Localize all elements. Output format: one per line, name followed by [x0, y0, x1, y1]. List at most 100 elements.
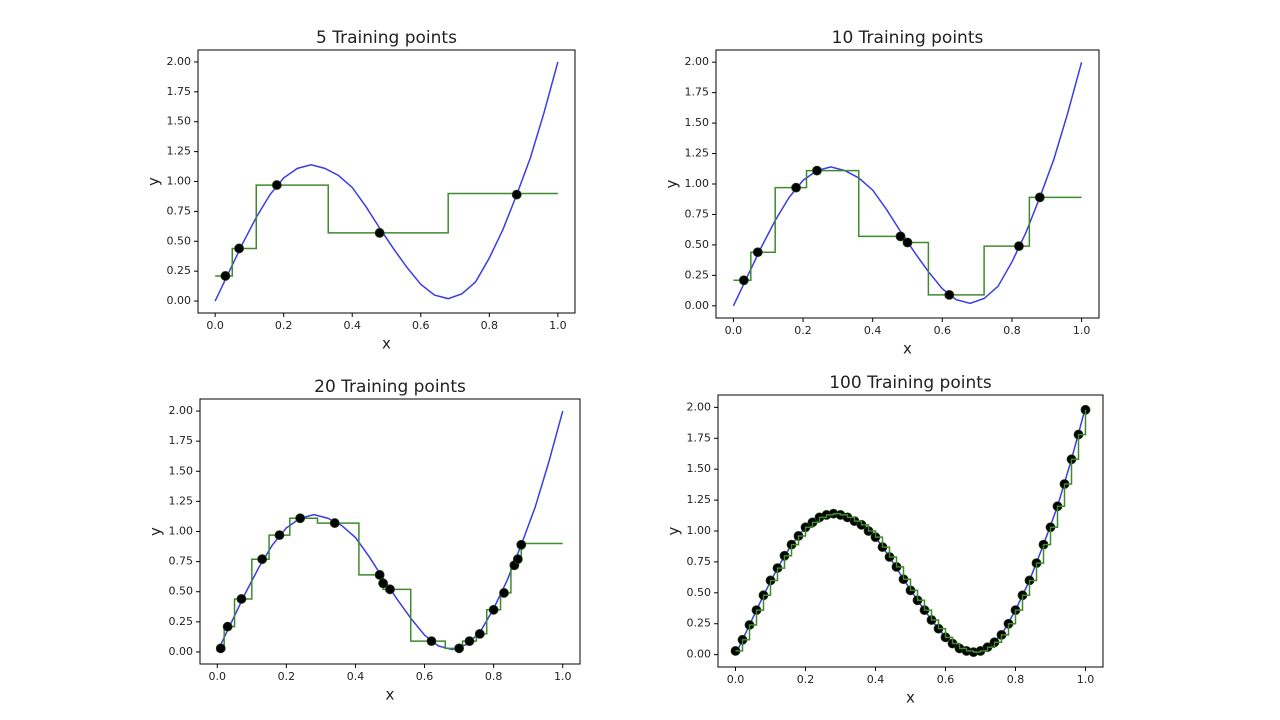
x-tick-label: 1.0: [549, 319, 567, 332]
y-tick-label: 1.25: [169, 494, 194, 507]
x-tick-label: 0.6: [937, 673, 955, 686]
training-point: [329, 518, 340, 528]
y-tick-label: 2.00: [687, 400, 712, 413]
y-tick-label: 1.00: [167, 175, 192, 188]
prediction-step-line: [217, 517, 563, 650]
y-tick-label: 0.75: [167, 204, 192, 217]
training-point: [222, 621, 233, 632]
x-axis-label: x: [382, 335, 391, 353]
training-point: [944, 289, 955, 300]
true-function-line: [216, 410, 564, 653]
y-tick-label: 1.00: [687, 524, 712, 537]
x-tick-label: 0.8: [481, 319, 499, 332]
x-tick-label: 0.8: [1007, 673, 1025, 686]
y-tick-label: 0.00: [685, 299, 710, 312]
x-tick-label: 0.0: [206, 319, 224, 332]
prediction-step-line: [733, 169, 1082, 296]
x-tick-label: 0.2: [797, 673, 815, 686]
prediction-step-line: [215, 184, 558, 277]
training-point: [499, 588, 509, 598]
training-point: [271, 180, 282, 190]
y-tick-label: 0.50: [167, 234, 192, 247]
y-tick-label: 0.75: [687, 555, 712, 568]
training-point: [738, 275, 749, 286]
y-axis-label: y: [663, 179, 681, 188]
x-tick-label: 1.0: [554, 670, 572, 683]
x-tick-label: 0.4: [343, 319, 361, 332]
training-point: [512, 554, 523, 565]
subplot-title: 100 Training points: [829, 373, 992, 393]
y-tick-label: 1.50: [685, 116, 710, 129]
y-axis-label: y: [145, 177, 163, 186]
training-point: [1014, 241, 1024, 252]
x-tick-label: 0.6: [416, 670, 434, 683]
training-point: [488, 604, 499, 615]
training-point: [234, 243, 245, 254]
y-tick-label: 0.50: [687, 586, 712, 599]
training-point: [374, 569, 385, 580]
x-tick-label: 1.0: [1073, 324, 1091, 337]
training-point: [516, 539, 527, 550]
y-tick-label: 1.75: [167, 85, 192, 98]
true-function-line: [732, 61, 1083, 307]
y-tick-label: 2.00: [685, 55, 710, 68]
x-tick-label: 0.2: [794, 324, 812, 337]
training-point: [295, 513, 306, 524]
x-tick-label: 0.0: [209, 670, 227, 683]
x-tick-label: 0.8: [485, 670, 503, 683]
x-axis-label: x: [386, 686, 395, 704]
training-point: [385, 584, 395, 595]
plot-frame: [715, 49, 1100, 319]
true-function-line: [214, 61, 559, 302]
x-tick-label: 0.4: [867, 673, 885, 686]
y-tick-label: 1.50: [687, 462, 712, 475]
y-tick-label: 0.50: [169, 585, 194, 598]
x-tick-label: 0.6: [934, 324, 952, 337]
true-function-line: [734, 407, 1087, 655]
training-point: [464, 636, 475, 647]
training-point: [902, 237, 913, 248]
x-tick-label: 0.4: [347, 670, 365, 683]
subplot-title: 20 Training points: [314, 377, 466, 397]
training-point: [895, 231, 906, 242]
y-tick-label: 1.25: [167, 145, 192, 158]
y-tick-label: 1.50: [169, 464, 194, 477]
training-point: [220, 271, 231, 281]
training-point: [791, 182, 801, 193]
x-tick-label: 0.0: [725, 324, 743, 337]
y-tick-label: 0.75: [685, 207, 710, 220]
plot-frame: [197, 49, 576, 314]
y-tick-label: 2.00: [167, 55, 192, 68]
x-tick-label: 0.2: [275, 319, 293, 332]
y-tick-label: 1.75: [687, 431, 712, 444]
training-point: [374, 228, 385, 238]
x-axis-label: x: [903, 340, 912, 358]
y-tick-label: 0.75: [169, 555, 194, 568]
training-point: [236, 594, 247, 604]
x-axis-label: x: [906, 689, 915, 707]
training-point: [474, 628, 485, 639]
x-tick-label: 1.0: [1077, 673, 1095, 686]
training-point: [426, 636, 437, 647]
training-point: [812, 165, 822, 176]
y-tick-label: 1.25: [687, 493, 712, 506]
y-tick-label: 0.50: [685, 238, 710, 251]
y-tick-label: 1.00: [685, 177, 710, 190]
x-tick-label: 0.2: [278, 670, 296, 683]
plot-frame: [717, 394, 1104, 668]
y-tick-label: 0.25: [685, 268, 710, 281]
y-tick-label: 1.50: [167, 115, 192, 128]
y-tick-label: 1.75: [685, 86, 710, 99]
training-point: [454, 643, 464, 654]
training-point: [511, 189, 522, 200]
subplot: 10 Training points x y 0.0 0.2 0.4 0.6 0.8 1.0 0.…: [663, 28, 1100, 358]
y-axis-label: y: [665, 526, 683, 535]
training-point: [378, 578, 388, 589]
y-tick-label: 0.25: [687, 617, 712, 630]
training-point: [752, 247, 763, 258]
subplot-title: 10 Training points: [832, 28, 984, 48]
subplot-title: 5 Training points: [316, 28, 457, 48]
y-tick-label: 0.25: [169, 615, 194, 628]
